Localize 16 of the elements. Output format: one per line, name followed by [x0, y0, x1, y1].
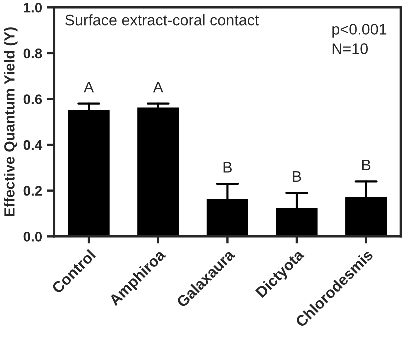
- y-tick-label: 0.2: [24, 186, 42, 196]
- data-label: B: [293, 171, 302, 182]
- y-tick-label: 0.4: [24, 140, 43, 150]
- y-tick-label: 0.6: [24, 94, 42, 104]
- y-axis-title: Effective Quantum Yield (Y): [4, 28, 18, 216]
- chart-title: Surface extract-coral contact: [65, 14, 260, 26]
- data-label: A: [84, 82, 94, 93]
- y-tick-label: 0.8: [24, 48, 42, 59]
- data-label: B: [362, 160, 371, 171]
- data-label: A: [153, 82, 164, 93]
- annotation: p<0.001: [332, 24, 387, 38]
- annotation: N=10: [332, 44, 368, 54]
- bar: [138, 108, 180, 237]
- y-tick-label: 0.0: [24, 232, 42, 242]
- data-label: B: [224, 162, 232, 173]
- y-tick-label: 1.0: [24, 2, 42, 13]
